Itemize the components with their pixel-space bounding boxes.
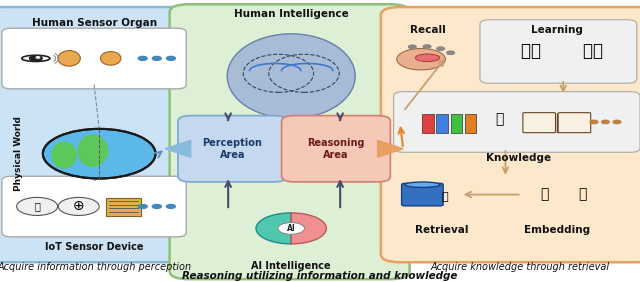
Text: Retrieval: Retrieval (415, 225, 468, 235)
Circle shape (447, 51, 454, 54)
Text: Human Sensor Organ: Human Sensor Organ (32, 18, 157, 28)
Circle shape (152, 56, 161, 60)
Circle shape (423, 45, 431, 48)
Text: Reasoning
Area: Reasoning Area (307, 138, 365, 160)
FancyBboxPatch shape (558, 113, 591, 133)
Circle shape (138, 56, 147, 60)
Text: ⏱: ⏱ (34, 201, 40, 212)
Text: Perception
Area: Perception Area (202, 138, 262, 160)
Circle shape (613, 120, 621, 124)
Circle shape (602, 120, 609, 124)
FancyBboxPatch shape (465, 114, 476, 133)
Circle shape (43, 129, 156, 179)
FancyBboxPatch shape (394, 92, 640, 152)
FancyBboxPatch shape (0, 7, 205, 262)
FancyBboxPatch shape (402, 183, 444, 206)
FancyBboxPatch shape (2, 176, 186, 237)
Circle shape (278, 222, 305, 234)
Circle shape (408, 45, 416, 49)
Circle shape (437, 47, 445, 50)
Text: ⊕: ⊕ (73, 199, 84, 213)
Wedge shape (256, 213, 291, 244)
Text: Knowledge: Knowledge (486, 153, 551, 164)
Text: Recall: Recall (410, 25, 445, 36)
Text: Reasoning utilizing information and knowledge: Reasoning utilizing information and know… (182, 271, 458, 281)
Circle shape (29, 56, 42, 61)
Circle shape (152, 204, 161, 208)
FancyBboxPatch shape (2, 28, 186, 89)
Ellipse shape (415, 54, 440, 61)
Polygon shape (165, 140, 191, 157)
Text: IoT Sensor Device: IoT Sensor Device (45, 242, 144, 252)
Text: Physical World: Physical World (14, 116, 23, 191)
Text: 🧑‍💻: 🧑‍💻 (583, 43, 603, 60)
Ellipse shape (227, 34, 355, 118)
Circle shape (36, 57, 40, 58)
FancyBboxPatch shape (106, 198, 141, 216)
FancyBboxPatch shape (178, 116, 287, 182)
FancyBboxPatch shape (451, 114, 462, 133)
Text: Acquire knowledge through retrieval: Acquire knowledge through retrieval (430, 262, 609, 272)
Polygon shape (378, 140, 403, 157)
Circle shape (166, 204, 175, 208)
Ellipse shape (405, 182, 440, 188)
Ellipse shape (100, 52, 121, 65)
Text: Acquire information through perception: Acquire information through perception (0, 262, 192, 272)
Text: AI: AI (287, 224, 296, 233)
Circle shape (17, 197, 58, 215)
Text: 🎓: 🎓 (495, 112, 504, 126)
Circle shape (166, 56, 175, 60)
FancyBboxPatch shape (436, 114, 448, 133)
Text: 🔍: 🔍 (442, 192, 448, 202)
Text: Human Intelligence: Human Intelligence (234, 8, 349, 19)
Ellipse shape (22, 55, 50, 61)
Text: 🗄: 🗄 (540, 188, 548, 202)
Text: 👨‍🎓: 👨‍🎓 (521, 43, 541, 60)
Circle shape (58, 197, 99, 215)
Circle shape (138, 204, 147, 208)
FancyBboxPatch shape (170, 4, 410, 279)
Ellipse shape (77, 135, 108, 167)
Text: Learning: Learning (531, 25, 583, 36)
FancyBboxPatch shape (480, 20, 637, 83)
FancyBboxPatch shape (282, 116, 390, 182)
FancyBboxPatch shape (523, 113, 556, 133)
Circle shape (397, 49, 445, 70)
Wedge shape (291, 213, 326, 244)
Circle shape (590, 120, 598, 124)
Text: 🕸: 🕸 (578, 188, 587, 202)
Text: AI Intelligence: AI Intelligence (252, 261, 331, 271)
Ellipse shape (58, 51, 81, 66)
Ellipse shape (51, 142, 77, 169)
FancyBboxPatch shape (381, 7, 640, 262)
Text: Embedding: Embedding (524, 225, 590, 235)
FancyBboxPatch shape (422, 114, 434, 133)
